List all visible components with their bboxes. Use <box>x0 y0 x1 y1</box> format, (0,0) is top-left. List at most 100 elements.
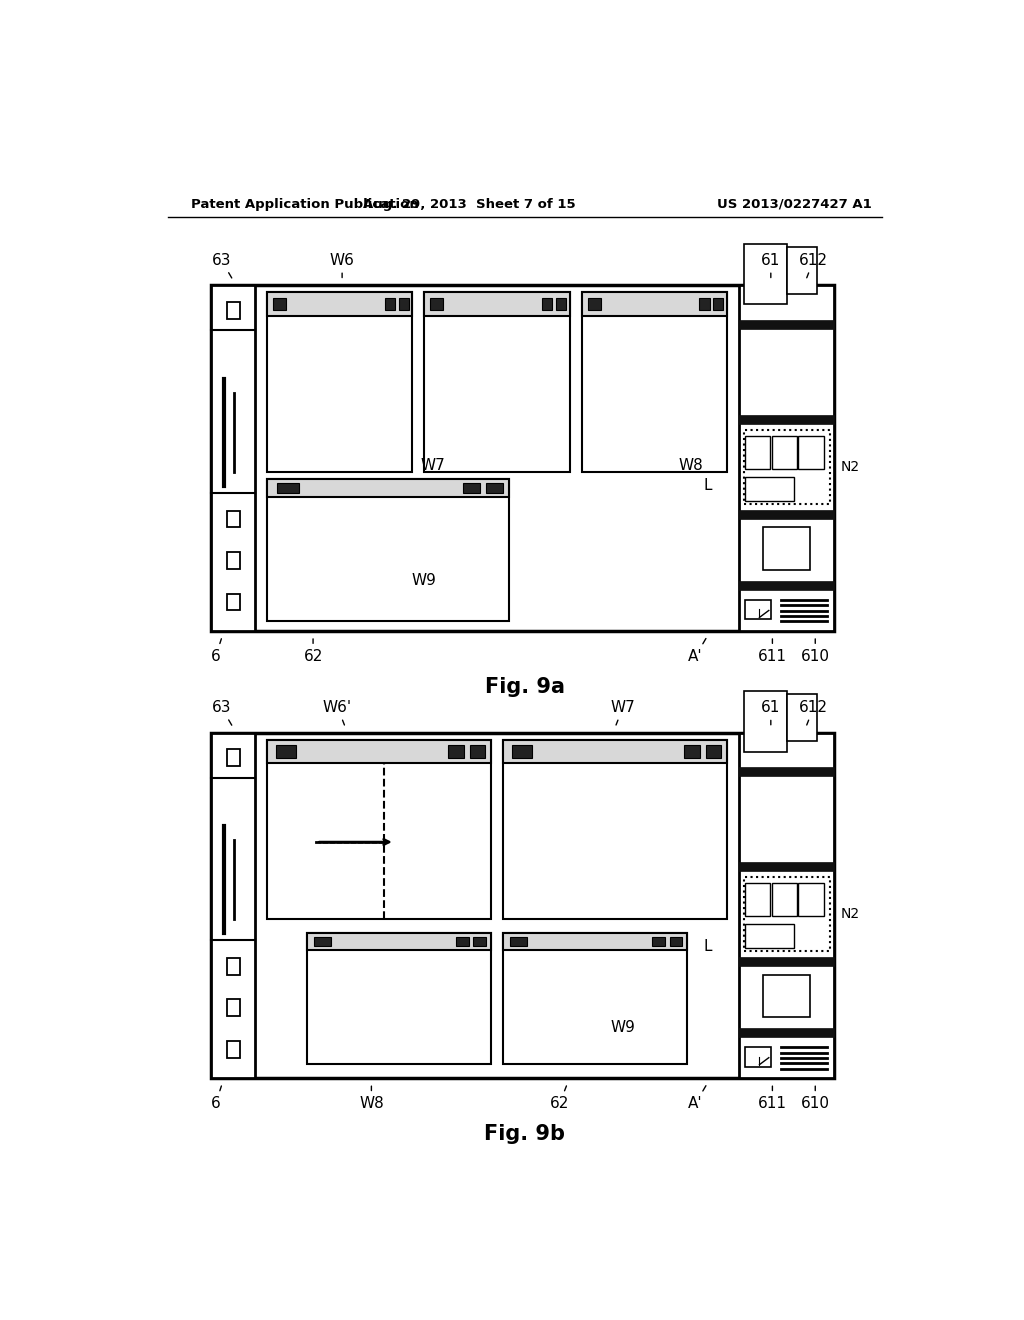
Bar <box>670 937 682 946</box>
Bar <box>211 285 255 631</box>
Text: L: L <box>703 940 712 954</box>
Bar <box>503 739 727 919</box>
Bar <box>739 733 835 1078</box>
Bar <box>772 436 797 469</box>
Bar <box>786 694 817 742</box>
Bar <box>739 319 835 329</box>
Bar <box>276 744 296 758</box>
Text: W7: W7 <box>421 458 445 473</box>
Text: 610: 610 <box>801 1086 829 1111</box>
Text: W9: W9 <box>610 1020 635 1035</box>
Text: US 2013/0227427 A1: US 2013/0227427 A1 <box>717 198 872 211</box>
Bar <box>763 528 811 570</box>
Text: 611: 611 <box>758 639 786 664</box>
Bar <box>743 692 786 751</box>
Bar <box>739 1028 835 1036</box>
Bar <box>588 297 601 310</box>
Bar <box>652 937 665 946</box>
Bar <box>510 937 527 946</box>
Bar <box>267 292 413 315</box>
Text: 611: 611 <box>758 1086 786 1111</box>
Bar <box>744 436 770 469</box>
Bar <box>226 552 240 569</box>
Text: 612: 612 <box>799 252 828 277</box>
Bar <box>424 292 569 315</box>
Text: 612: 612 <box>799 700 828 725</box>
Bar <box>398 297 409 310</box>
Bar <box>772 883 797 916</box>
Bar <box>739 510 835 519</box>
Text: Fig. 9a: Fig. 9a <box>484 677 565 697</box>
Bar <box>744 599 771 619</box>
Bar <box>267 479 509 498</box>
Bar <box>486 483 503 494</box>
Bar <box>503 933 687 950</box>
Bar <box>744 924 795 948</box>
Bar <box>743 244 786 305</box>
Bar <box>226 1040 240 1057</box>
Bar <box>763 974 811 1016</box>
Bar <box>226 511 240 528</box>
Text: Fig. 9b: Fig. 9b <box>484 1125 565 1144</box>
Bar <box>739 957 835 966</box>
Bar <box>512 744 532 758</box>
Bar <box>542 297 552 310</box>
Text: 61: 61 <box>761 700 780 725</box>
Bar <box>799 883 824 916</box>
Bar <box>226 594 240 610</box>
Bar <box>684 744 700 758</box>
Text: 62: 62 <box>303 639 323 664</box>
Bar <box>424 292 569 473</box>
Text: N2: N2 <box>841 907 860 921</box>
Text: 61: 61 <box>761 252 780 277</box>
Bar <box>699 297 710 310</box>
Bar <box>503 739 727 763</box>
Bar <box>211 285 835 631</box>
Bar <box>226 302 240 319</box>
Text: W8: W8 <box>359 1086 384 1111</box>
Bar <box>744 477 795 500</box>
Bar <box>449 744 464 758</box>
Text: W9: W9 <box>412 573 437 589</box>
Bar <box>226 750 240 766</box>
Bar <box>211 733 255 1078</box>
Bar <box>556 297 566 310</box>
Bar <box>272 297 286 310</box>
Bar <box>706 744 721 758</box>
Bar <box>799 436 824 469</box>
Text: W6': W6' <box>323 700 352 725</box>
Bar <box>307 933 490 1064</box>
Bar <box>473 937 486 946</box>
Bar <box>430 297 443 310</box>
Bar <box>226 999 240 1016</box>
Text: 610: 610 <box>801 639 829 664</box>
Bar <box>744 1047 771 1067</box>
Bar <box>267 292 413 473</box>
Text: 6: 6 <box>211 1086 221 1111</box>
Bar <box>582 292 727 315</box>
Bar <box>582 292 727 473</box>
Bar <box>503 933 687 1064</box>
Text: 6: 6 <box>211 639 221 664</box>
Bar <box>739 285 835 631</box>
Bar <box>267 479 509 620</box>
Bar <box>744 883 770 916</box>
Bar <box>739 767 835 776</box>
Text: N2: N2 <box>841 459 860 474</box>
Bar <box>743 430 829 504</box>
Bar <box>385 297 395 310</box>
Bar <box>470 744 485 758</box>
Bar <box>463 483 480 494</box>
Bar <box>226 958 240 974</box>
Text: W6: W6 <box>330 252 354 277</box>
Bar <box>786 247 817 294</box>
Text: 63: 63 <box>212 252 231 279</box>
Text: 62: 62 <box>550 1086 569 1111</box>
Text: Patent Application Publication: Patent Application Publication <box>191 198 419 211</box>
Bar <box>314 937 331 946</box>
Bar <box>743 876 829 952</box>
Text: W7: W7 <box>610 700 635 725</box>
Text: L: L <box>703 478 712 494</box>
Bar <box>739 414 835 424</box>
Text: Aug. 29, 2013  Sheet 7 of 15: Aug. 29, 2013 Sheet 7 of 15 <box>362 198 575 211</box>
